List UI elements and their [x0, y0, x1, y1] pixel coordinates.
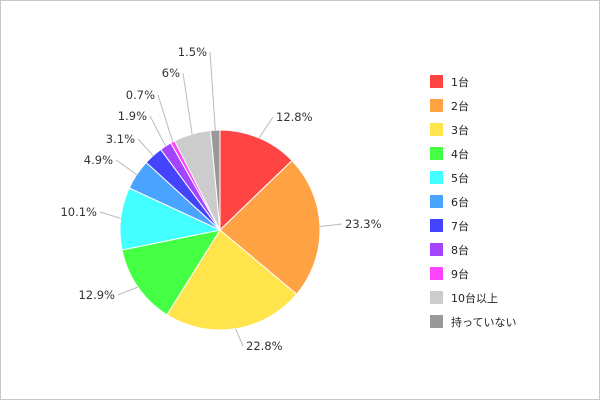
callout-line	[137, 138, 154, 156]
legend-label: 4台	[451, 147, 469, 161]
legend-swatch	[430, 195, 443, 208]
callout-line	[157, 94, 174, 143]
callout-line	[99, 211, 121, 219]
legend-label: 9台	[451, 267, 469, 281]
pie-slice	[121, 229, 222, 316]
legend-swatch	[430, 291, 443, 304]
legend-label: 持っていない	[451, 315, 516, 329]
legend-swatch	[430, 267, 443, 280]
callout-line	[209, 51, 216, 131]
legend-label: 6台	[451, 195, 469, 209]
legend-label: 8台	[451, 243, 469, 257]
slice-percent-label: 12.8%	[276, 110, 313, 124]
slice-percent-label: 3.1%	[106, 132, 135, 146]
slice-percent-label: 12.9%	[78, 288, 115, 302]
slice-percent-label: 0.7%	[126, 88, 155, 102]
legend-label: 3台	[451, 123, 469, 137]
legend-swatch	[430, 219, 443, 232]
callout-line	[182, 72, 193, 135]
slice-percent-label: 22.8%	[246, 339, 283, 353]
callout-line	[149, 115, 167, 147]
slice-percent-label: 6%	[162, 66, 180, 80]
legend-swatch	[430, 243, 443, 256]
legend-label: 2台	[451, 99, 469, 113]
callout-line	[117, 286, 138, 296]
legend-swatch	[430, 99, 443, 112]
slice-percent-label: 1.9%	[118, 109, 147, 123]
callout-line	[115, 159, 138, 176]
pie-slice	[166, 229, 298, 331]
legend-swatch	[430, 315, 443, 328]
slice-percent-label: 1.5%	[178, 45, 207, 59]
legend-swatch	[430, 123, 443, 136]
legend-label: 10台以上	[451, 291, 498, 305]
legend-label: 7台	[451, 219, 469, 233]
legend-label: 5台	[451, 171, 469, 185]
legend-swatch	[430, 147, 443, 160]
pie-slices	[119, 129, 321, 331]
callout-line	[258, 116, 274, 139]
callout-line	[235, 328, 244, 347]
legend-label: 1台	[451, 75, 469, 89]
pie-callouts: 12.8% 23.3% 22.8% 12.9% 10.1% 4.9% 3.1% 1.9% 0.7…	[60, 45, 381, 353]
pie-slice	[210, 129, 221, 231]
slice-percent-label: 10.1%	[60, 205, 97, 219]
slice-percent-label: 23.3%	[345, 217, 382, 231]
legend-swatch	[430, 171, 443, 184]
callout-line	[319, 223, 343, 227]
slice-percent-label: 4.9%	[84, 153, 113, 167]
legend-swatch	[430, 75, 443, 88]
